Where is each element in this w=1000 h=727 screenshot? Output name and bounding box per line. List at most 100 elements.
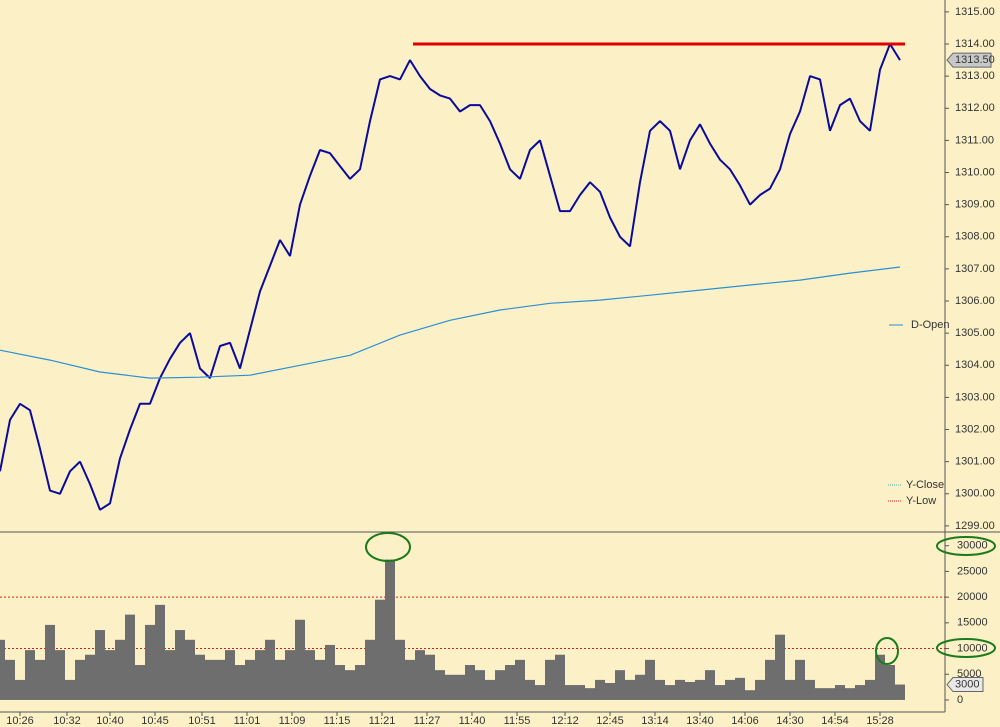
volume-bar	[165, 650, 175, 700]
volume-bar	[715, 685, 725, 700]
volume-bar	[415, 650, 425, 700]
highlight-ellipse	[365, 532, 411, 562]
average-line	[0, 266, 901, 379]
volume-bar	[475, 670, 485, 700]
x-tick-label: 10:51	[188, 715, 216, 727]
volume-bar	[465, 665, 475, 700]
volume-bar	[15, 679, 25, 700]
volume-bar	[245, 659, 255, 700]
volume-tag-label: 3000	[955, 678, 979, 690]
volume-bar	[825, 688, 835, 700]
volume-bar	[485, 679, 495, 700]
price-tag-label: 1313.50	[955, 54, 995, 66]
x-tick-label: 12:45	[596, 715, 624, 727]
volume-bar	[235, 665, 245, 700]
volume-bar	[255, 650, 265, 700]
y-tick-label: 1307.00	[955, 263, 995, 275]
y-tick-label: 1299.00	[955, 520, 995, 532]
y-tick-label: 1308.00	[955, 231, 995, 243]
volume-bar	[25, 650, 35, 700]
volume-bar	[575, 685, 585, 700]
volume-bar	[395, 639, 405, 700]
x-tick-label: 11:55	[504, 715, 531, 727]
volume-bar	[325, 644, 335, 700]
volume-bar	[785, 679, 795, 700]
volume-bar	[425, 654, 435, 700]
volume-bar	[795, 659, 805, 700]
volume-bar	[885, 665, 895, 700]
legend-label: Y-Low	[906, 495, 936, 507]
volume-bar	[225, 650, 235, 700]
volume-bar	[35, 659, 45, 700]
volume-bar	[625, 679, 635, 700]
volume-bar	[335, 665, 345, 700]
volume-bar	[735, 677, 745, 700]
volume-bar	[815, 688, 825, 700]
y-tick-label: 10000	[957, 642, 988, 654]
x-tick-label: 15:28	[866, 715, 894, 727]
volume-bar	[865, 679, 875, 700]
volume-bar	[275, 659, 285, 700]
volume-bar	[645, 659, 655, 700]
volume-bar	[315, 659, 325, 700]
volume-bar	[445, 674, 455, 700]
volume-bar	[145, 624, 155, 700]
x-tick-label: 10:26	[6, 715, 34, 727]
volume-bar	[75, 659, 85, 700]
volume-bar	[215, 659, 225, 700]
volume-bar	[405, 659, 415, 700]
x-tick-label: 13:14	[641, 715, 669, 727]
y-tick-label: 1310.00	[955, 166, 995, 178]
volume-bar	[655, 679, 665, 700]
volume-bar	[515, 659, 525, 700]
volume-bar	[775, 634, 785, 700]
volume-bar	[855, 685, 865, 700]
volume-bar	[125, 614, 135, 700]
volume-bar	[605, 683, 615, 700]
volume-bar	[365, 639, 375, 700]
volume-bar	[65, 679, 75, 700]
volume-bar	[615, 670, 625, 700]
volume-bar	[835, 685, 845, 700]
volume-bar	[725, 679, 735, 700]
volume-bar	[455, 674, 465, 700]
y-tick-label: 1304.00	[955, 359, 995, 371]
volume-bar	[755, 679, 765, 700]
volume-bar	[45, 624, 55, 700]
volume-tag	[946, 677, 984, 693]
y-tick-label: 1306.00	[955, 295, 995, 307]
legend-label: Y-Close	[906, 479, 944, 491]
volume-bar	[265, 639, 275, 700]
highlight-ellipse	[936, 536, 996, 556]
y-tick-label: 1305.00	[955, 327, 995, 339]
volume-bar	[505, 665, 515, 700]
volume-bar	[705, 670, 715, 700]
y-tick-label: 25000	[957, 565, 988, 577]
y-tick-label: 15000	[957, 617, 988, 629]
volume-bar	[135, 665, 145, 700]
volume-bar	[55, 650, 65, 700]
x-tick-label: 13:40	[686, 715, 714, 727]
volume-bar	[355, 665, 365, 700]
y-tick-label: 1311.00	[955, 134, 994, 146]
x-tick-label: 10:32	[53, 715, 81, 727]
x-tick-label: 11:27	[414, 715, 441, 727]
y-tick-label: 1300.00	[955, 488, 995, 500]
volume-bar	[205, 659, 215, 700]
y-tick-label: 30000	[957, 540, 988, 552]
x-tick-label: 11:21	[369, 715, 396, 727]
highlight-ellipse	[936, 638, 996, 658]
volume-bar	[305, 650, 315, 700]
volume-bar	[665, 685, 675, 700]
x-tick-label: 14:30	[776, 715, 804, 727]
x-tick-label: 10:40	[96, 715, 124, 727]
volume-bar	[185, 639, 195, 700]
volume-bar	[295, 619, 305, 700]
volume-bar	[765, 659, 775, 700]
highlight-ellipse	[875, 637, 899, 665]
volume-bar	[5, 659, 15, 700]
volume-bar	[675, 679, 685, 700]
volume-bar	[115, 639, 125, 700]
y-tick-label: 0	[957, 694, 963, 706]
